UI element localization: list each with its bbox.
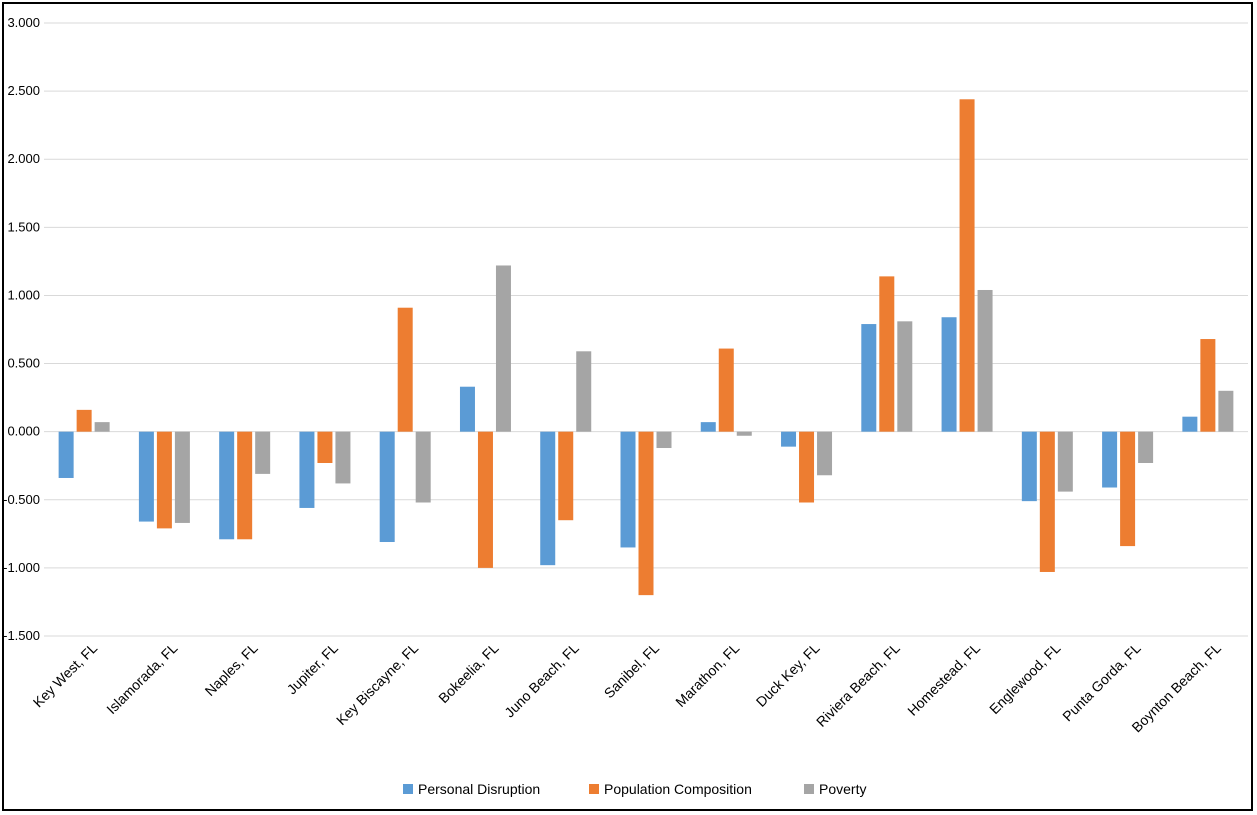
bar-chart: 3.000 2.500 2.000 1.500 1.000 0.500 0.000 -0.50… bbox=[4, 15, 1248, 797]
bar-personal-disruption bbox=[941, 317, 957, 432]
bar-poverty bbox=[174, 431, 190, 523]
bar-population-composition bbox=[1200, 339, 1216, 432]
bar-personal-disruption bbox=[299, 431, 315, 508]
x-category-label: Jupiter, FL bbox=[284, 640, 342, 698]
bar-personal-disruption bbox=[620, 431, 636, 548]
y-tick-label: 2.500 bbox=[7, 83, 40, 98]
legend-swatch bbox=[589, 784, 599, 794]
bar-personal-disruption bbox=[700, 422, 716, 432]
legend-label: Population Composition bbox=[604, 781, 752, 797]
bar-poverty bbox=[897, 321, 913, 432]
bar-poverty bbox=[415, 431, 431, 503]
bar-personal-disruption bbox=[219, 431, 235, 540]
bar-personal-disruption bbox=[1102, 431, 1118, 488]
legend-swatch bbox=[403, 784, 413, 794]
bar-population-composition bbox=[879, 276, 895, 432]
y-tick-label: 0.000 bbox=[7, 424, 40, 439]
bar-personal-disruption bbox=[459, 386, 475, 432]
x-category-label: Naples, FL bbox=[202, 640, 261, 699]
bar-poverty bbox=[1218, 390, 1234, 432]
x-axis-category-labels: Key West, FL Islamorada, FL Naples, FL Jupi… bbox=[30, 640, 1224, 736]
x-category-label: Sanibel, FL bbox=[601, 640, 663, 702]
bar-population-composition bbox=[76, 409, 92, 432]
bar-population-composition bbox=[237, 431, 253, 540]
bar-population-composition bbox=[477, 431, 493, 568]
bar-personal-disruption bbox=[540, 431, 556, 566]
bar-personal-disruption bbox=[58, 431, 74, 478]
bar-population-composition bbox=[718, 348, 734, 432]
bar-poverty bbox=[255, 431, 271, 474]
y-tick-label: 1.000 bbox=[7, 287, 40, 302]
bar-population-composition bbox=[959, 99, 975, 432]
x-category-label: Punta Gorda, FL bbox=[1059, 640, 1144, 725]
bar-poverty bbox=[977, 289, 993, 432]
bar-population-composition bbox=[156, 431, 172, 529]
x-category-label: Homestead, FL bbox=[904, 640, 983, 719]
bar-poverty bbox=[495, 265, 511, 432]
bar-population-composition bbox=[397, 307, 413, 432]
y-tick-label: -1.500 bbox=[4, 628, 40, 643]
bar-personal-disruption bbox=[138, 431, 154, 522]
y-tick-label: 2.000 bbox=[7, 151, 40, 166]
y-tick-label: 1.500 bbox=[7, 219, 40, 234]
bar-poverty bbox=[1138, 431, 1154, 463]
bar-poverty bbox=[736, 431, 752, 436]
x-category-label: Islamorada, FL bbox=[103, 640, 180, 717]
x-category-label: Duck Key, FL bbox=[753, 640, 823, 710]
y-tick-label: -0.500 bbox=[4, 492, 40, 507]
bar-personal-disruption bbox=[1021, 431, 1037, 502]
x-category-label: Bokeelia, FL bbox=[435, 640, 501, 706]
bar-population-composition bbox=[1039, 431, 1055, 572]
bar-population-composition bbox=[317, 431, 333, 463]
bars bbox=[58, 99, 1234, 596]
y-axis-tick-labels: 3.000 2.500 2.000 1.500 1.000 0.500 0.000 -0.50… bbox=[4, 15, 40, 643]
y-tick-label: 0.500 bbox=[7, 356, 40, 371]
bar-personal-disruption bbox=[379, 431, 395, 543]
bar-population-composition bbox=[638, 431, 654, 596]
x-category-label: Key West, FL bbox=[30, 640, 101, 711]
bar-poverty bbox=[576, 351, 592, 432]
bar-population-composition bbox=[1120, 431, 1136, 547]
y-tick-label: 3.000 bbox=[7, 15, 40, 30]
y-tick-label: -1.000 bbox=[4, 560, 40, 575]
x-category-label: Marathon, FL bbox=[672, 640, 742, 710]
x-category-label: Riviera Beach, FL bbox=[813, 640, 903, 730]
bar-poverty bbox=[94, 422, 110, 432]
bar-population-composition bbox=[799, 431, 815, 503]
bar-personal-disruption bbox=[861, 324, 877, 432]
bar-poverty bbox=[656, 431, 672, 449]
bar-personal-disruption bbox=[1182, 416, 1198, 432]
bar-poverty bbox=[1057, 431, 1073, 492]
bar-personal-disruption bbox=[781, 431, 797, 447]
legend-swatch bbox=[804, 784, 814, 794]
x-category-label: Juno Beach, FL bbox=[501, 640, 582, 721]
bar-poverty bbox=[335, 431, 351, 484]
x-category-label: Key Biscayne, FL bbox=[333, 640, 421, 728]
legend: Personal Disruption Population Compositio… bbox=[403, 781, 866, 797]
legend-label: Personal Disruption bbox=[418, 781, 540, 797]
x-category-label: Boynton Beach, FL bbox=[1128, 640, 1224, 736]
bar-poverty bbox=[817, 431, 833, 476]
legend-label: Poverty bbox=[819, 781, 866, 797]
bar-population-composition bbox=[558, 431, 574, 521]
x-category-label: Englewood, FL bbox=[986, 640, 1064, 718]
